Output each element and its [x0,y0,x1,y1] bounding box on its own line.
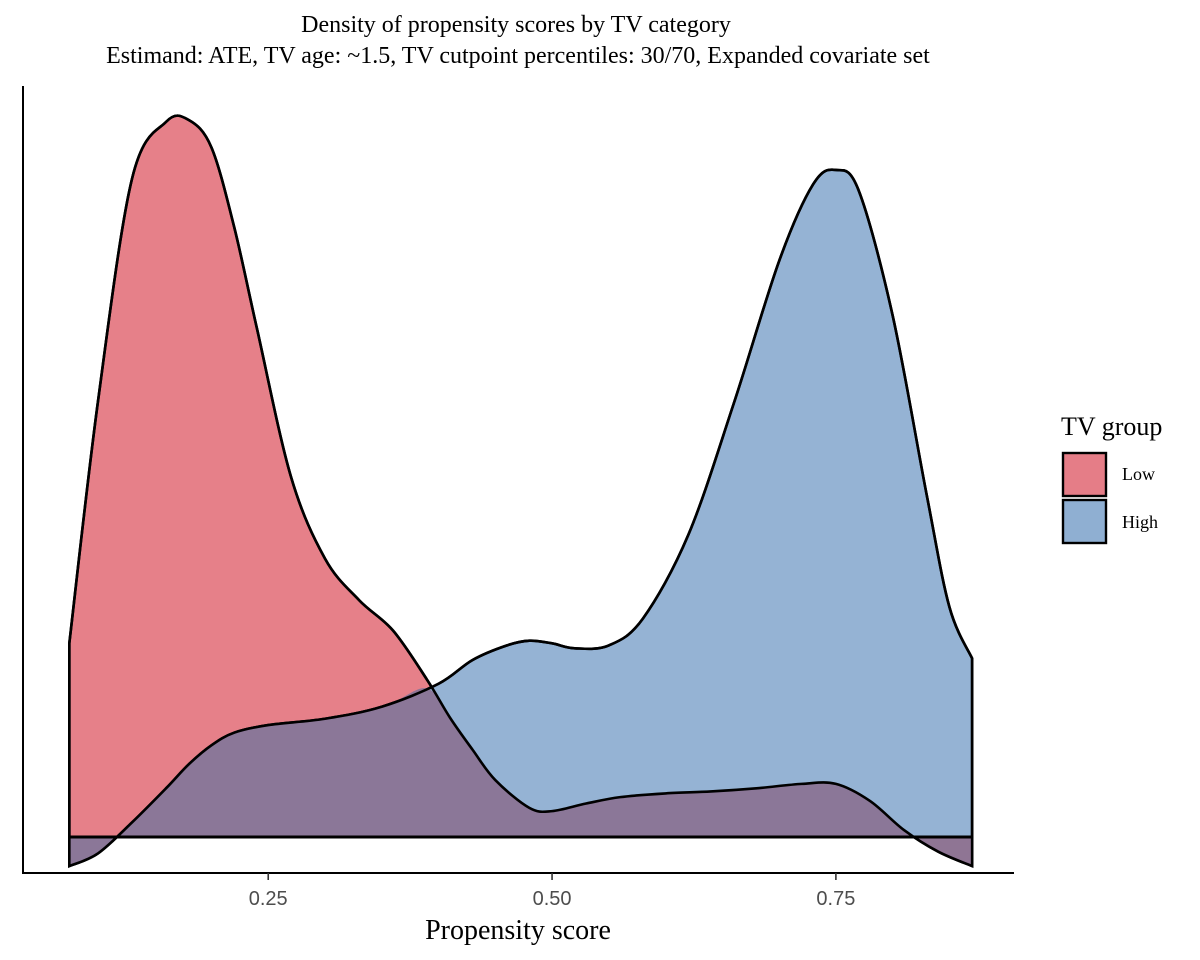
x-tick-label: 0.75 [816,888,855,910]
legend-label-high: High [1122,512,1158,532]
density-outline-high [68,168,974,869]
chart-title: Density of propensity scores by TV categ… [301,12,731,38]
x-tick-label: 0.50 [533,888,572,910]
plot-area [68,114,974,869]
density-outline-low [68,114,974,869]
legend-title: TV group [1061,412,1162,441]
legend: TV group Low High [1061,412,1162,545]
legend-swatch-high [1061,498,1108,545]
chart-subtitle: Estimand: ATE, TV age: ~1.5, TV cutpoint… [106,43,930,69]
x-axis-label: Propensity score [425,915,611,946]
density-overlap-region [69,688,973,867]
x-axis: 0.25 0.50 0.75 [249,873,855,910]
legend-label-low: Low [1122,464,1155,484]
x-tick-label: 0.25 [249,888,288,910]
legend-swatch-low [1061,451,1108,498]
